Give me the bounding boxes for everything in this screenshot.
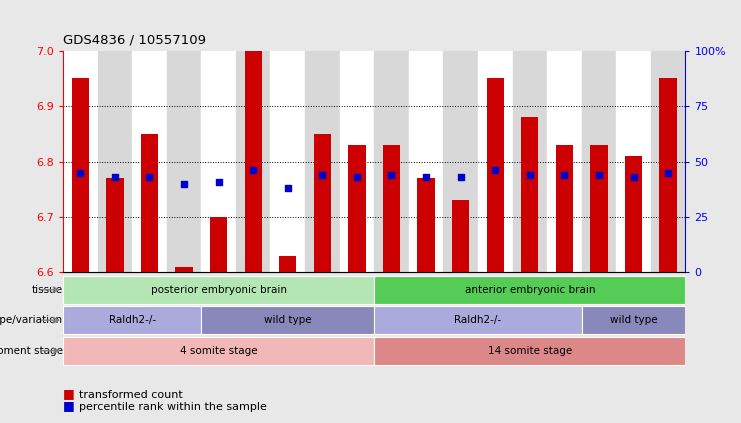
Point (662, 169, 674, 176)
Bar (305, 51, 339, 272)
Text: 4 somite stage: 4 somite stage (180, 346, 257, 356)
Bar (63, 306, 202, 334)
Bar (651, 51, 685, 272)
Bar (63, 276, 374, 304)
Bar (443, 51, 478, 272)
Point (351, 174, 363, 181)
Point (316, 171, 328, 178)
Point (628, 174, 639, 181)
Text: Raldh2-/-: Raldh2-/- (454, 315, 502, 325)
Text: anterior embryonic brain: anterior embryonic brain (465, 285, 595, 295)
Bar (374, 337, 685, 365)
Text: Raldh2-/-: Raldh2-/- (109, 315, 156, 325)
Bar (409, 51, 443, 272)
Point (109, 174, 121, 181)
Text: wild type: wild type (610, 315, 657, 325)
Bar (132, 51, 167, 272)
Point (144, 174, 156, 181)
Point (455, 174, 467, 181)
Bar (582, 306, 685, 334)
Point (524, 171, 536, 178)
Bar (513, 51, 547, 272)
Bar (478, 51, 513, 272)
Bar (279, 256, 296, 272)
Bar (556, 145, 573, 272)
Bar (63, 51, 98, 272)
Bar (141, 134, 158, 272)
Bar (339, 51, 374, 272)
Bar (63, 337, 374, 365)
Text: posterior embryonic brain: posterior embryonic brain (150, 285, 287, 295)
Bar (617, 51, 651, 272)
Bar (659, 79, 677, 272)
Bar (374, 51, 409, 272)
Bar (270, 51, 305, 272)
Bar (374, 306, 582, 334)
Text: ■: ■ (63, 399, 75, 412)
Point (489, 167, 501, 174)
Bar (72, 79, 89, 272)
Point (420, 174, 432, 181)
Bar (625, 156, 642, 272)
Text: percentile rank within the sample: percentile rank within the sample (79, 402, 268, 412)
Text: genotype/variation: genotype/variation (0, 315, 63, 325)
Point (178, 180, 190, 187)
Text: transformed count: transformed count (79, 390, 183, 400)
Text: ■: ■ (63, 387, 75, 400)
Bar (547, 51, 582, 272)
Text: wild type: wild type (264, 315, 311, 325)
Bar (417, 178, 435, 272)
Bar (374, 276, 685, 304)
Bar (167, 51, 202, 272)
Point (74, 169, 86, 176)
Bar (591, 145, 608, 272)
Text: development stage: development stage (0, 346, 63, 356)
Bar (383, 145, 400, 272)
Text: 14 somite stage: 14 somite stage (488, 346, 572, 356)
Bar (313, 134, 331, 272)
Bar (202, 306, 374, 334)
Bar (98, 51, 132, 272)
Point (282, 185, 293, 192)
Bar (452, 201, 469, 272)
Point (247, 167, 259, 174)
Bar (176, 267, 193, 272)
Text: GDS4836 / 10557109: GDS4836 / 10557109 (63, 33, 206, 47)
Bar (582, 51, 617, 272)
Bar (210, 217, 227, 272)
Point (559, 171, 571, 178)
Bar (487, 79, 504, 272)
Point (213, 178, 225, 185)
Bar (106, 178, 124, 272)
Bar (348, 145, 365, 272)
Text: tissue: tissue (32, 285, 63, 295)
Bar (236, 51, 270, 272)
Bar (202, 51, 236, 272)
Bar (245, 51, 262, 272)
Bar (521, 117, 539, 272)
Point (385, 171, 397, 178)
Point (593, 171, 605, 178)
